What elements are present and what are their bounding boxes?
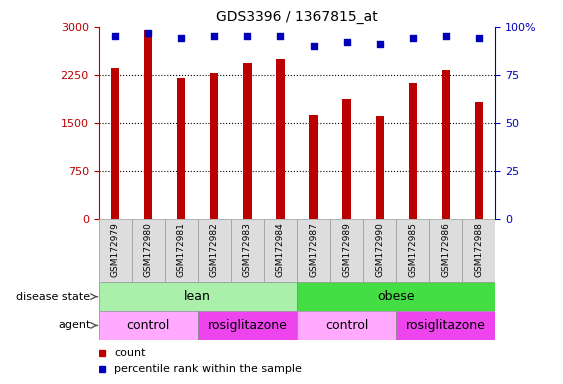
Bar: [144, 30, 152, 219]
Bar: [297, 282, 495, 311]
Text: GSM172988: GSM172988: [475, 222, 484, 277]
Bar: [231, 219, 264, 282]
Bar: [99, 282, 297, 311]
Text: GSM172984: GSM172984: [276, 222, 285, 277]
Bar: [198, 311, 297, 340]
Bar: [396, 219, 429, 282]
Bar: [430, 219, 462, 282]
Text: GSM172982: GSM172982: [210, 222, 219, 277]
Bar: [132, 219, 165, 282]
Point: [408, 35, 417, 41]
Bar: [310, 114, 318, 219]
Bar: [376, 116, 384, 219]
Bar: [164, 219, 198, 282]
Bar: [363, 219, 396, 282]
Point: [177, 35, 186, 41]
Bar: [243, 63, 252, 219]
Point: [441, 33, 450, 40]
Bar: [99, 311, 198, 340]
Bar: [475, 102, 483, 219]
Text: control: control: [325, 319, 368, 332]
Text: GSM172985: GSM172985: [408, 222, 417, 277]
Point: [276, 33, 285, 40]
Point: [375, 41, 384, 47]
Text: GSM172987: GSM172987: [309, 222, 318, 277]
Text: percentile rank within the sample: percentile rank within the sample: [114, 364, 302, 374]
Bar: [99, 219, 132, 282]
Text: GSM172979: GSM172979: [110, 222, 119, 277]
Title: GDS3396 / 1367815_at: GDS3396 / 1367815_at: [216, 10, 378, 25]
Bar: [396, 311, 495, 340]
Text: agent: agent: [58, 320, 91, 331]
Point: [475, 35, 484, 41]
Bar: [442, 70, 450, 219]
Bar: [330, 219, 363, 282]
Bar: [111, 68, 119, 219]
Bar: [342, 99, 351, 219]
Text: control: control: [127, 319, 170, 332]
Bar: [409, 83, 417, 219]
Text: rosiglitazone: rosiglitazone: [207, 319, 287, 332]
Point: [309, 43, 318, 49]
Text: lean: lean: [184, 290, 211, 303]
Text: GSM172980: GSM172980: [144, 222, 153, 277]
Text: GSM172990: GSM172990: [375, 222, 384, 277]
Text: count: count: [114, 348, 146, 358]
Text: GSM172983: GSM172983: [243, 222, 252, 277]
Point: [210, 33, 219, 40]
Bar: [276, 59, 284, 219]
Point: [243, 33, 252, 40]
Text: disease state: disease state: [16, 291, 91, 302]
Bar: [177, 78, 185, 219]
Bar: [462, 219, 495, 282]
Text: rosiglitazone: rosiglitazone: [406, 319, 486, 332]
Text: obese: obese: [377, 290, 415, 303]
Text: GSM172986: GSM172986: [441, 222, 450, 277]
Point: [144, 30, 153, 36]
Point: [342, 39, 351, 45]
Bar: [264, 219, 297, 282]
Text: GSM172981: GSM172981: [177, 222, 186, 277]
Bar: [297, 311, 396, 340]
Text: GSM172989: GSM172989: [342, 222, 351, 277]
Bar: [210, 73, 218, 219]
Bar: [297, 219, 330, 282]
Point: [110, 33, 119, 40]
Bar: [198, 219, 231, 282]
